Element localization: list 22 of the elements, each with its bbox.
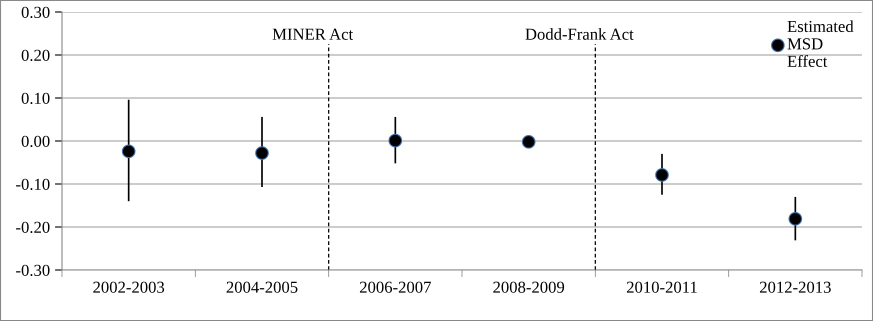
annotation: Dodd-Frank Act xyxy=(525,28,634,40)
y-tick-label: 0.00 xyxy=(22,136,50,148)
x-tick-label: 2004-2005 xyxy=(226,282,298,293)
legend-label: Estimated MSD Effect xyxy=(787,20,854,67)
y-tick-label: -0.30 xyxy=(16,264,50,276)
point xyxy=(655,168,669,182)
point xyxy=(122,144,136,158)
y-tick-label: 0.10 xyxy=(22,92,50,104)
point xyxy=(388,134,402,148)
annotation: MINER Act xyxy=(272,28,354,40)
y-tick-label: -0.20 xyxy=(16,222,50,234)
y-tick-label: 0.20 xyxy=(22,50,50,62)
y-tick-label: -0.10 xyxy=(16,178,50,190)
x-tick-label: 2010-2011 xyxy=(626,282,697,293)
x-tick-label: 2012-2013 xyxy=(760,282,831,293)
x-tick-label: 2008-2009 xyxy=(493,282,564,293)
point xyxy=(255,146,269,160)
point xyxy=(522,135,536,149)
y-tick-label: 0.30 xyxy=(22,6,50,18)
x-tick-label: 2002-2003 xyxy=(93,282,164,293)
x-tick-label: 2006-2007 xyxy=(360,282,431,293)
point xyxy=(788,212,802,226)
